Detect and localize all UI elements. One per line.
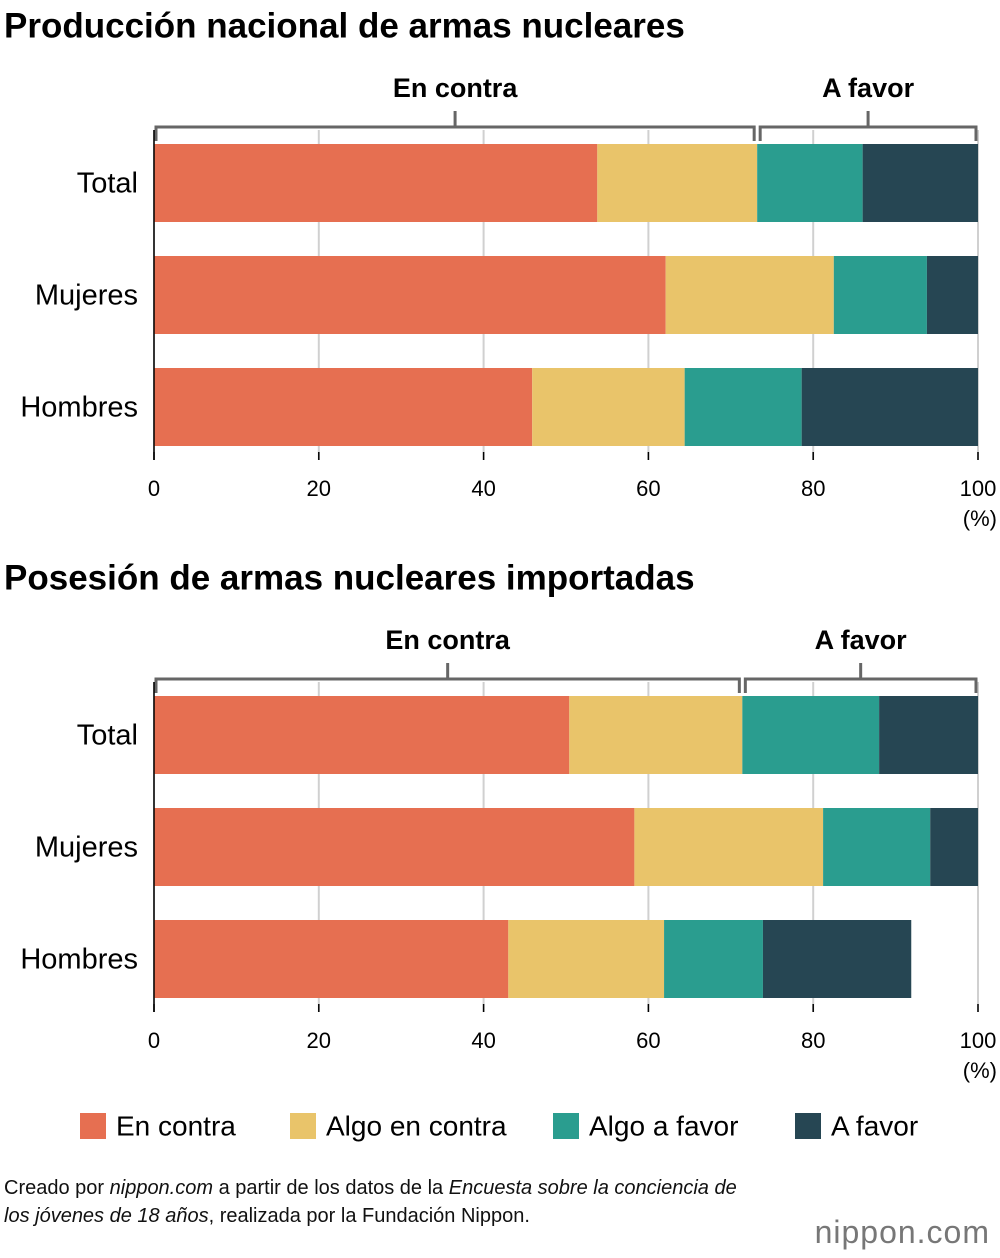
bar-segment [569,696,743,774]
group-label: A favor [815,625,908,655]
bar-segment [665,256,834,334]
bar-segment [154,920,509,998]
x-tick-label: 40 [471,476,495,501]
y-tick-label: Total [77,720,138,752]
x-unit: (%) [963,1058,997,1083]
bracket [154,111,756,141]
footer-text: nippon.com [109,1177,214,1199]
footer: Creado por nippon.com a partir de los da… [4,1174,744,1230]
y-tick-label: Hombres [20,392,138,424]
y-tick-label: Mujeres [35,280,138,312]
chart-title: Producción nacional de armas nucleares [4,6,685,45]
bar-segment [597,144,758,222]
y-tick-label: Total [77,168,138,200]
bar-segment [154,256,666,334]
footer-text: Creado por [4,1177,110,1199]
bar-segment [532,368,685,446]
legend-swatch [553,1113,579,1139]
bracket [154,663,741,693]
footer-text: Encuesta sobre la conciencia de los jóve… [4,1177,737,1227]
bar-segment [154,368,533,446]
legend-label: Algo a favor [589,1110,738,1141]
bar-segment [684,368,802,446]
bar-segment [879,696,978,774]
bar-segment [508,920,665,998]
footer-text: a partir de los datos de la [213,1177,449,1199]
bar-segment [154,144,598,222]
bar-segment [801,368,978,446]
group-label: En contra [385,625,511,655]
legend-label: A favor [831,1110,918,1141]
legend-label: En contra [116,1110,236,1141]
group-label: En contra [393,73,519,103]
footer-text: , realizada por la Fundación Nippon. [208,1205,530,1227]
x-tick-label: 20 [307,476,331,501]
bar-segment [154,696,570,774]
bracket [758,111,978,141]
bar-segment [664,920,763,998]
x-tick-label: 20 [307,1028,331,1053]
bar-segment [634,808,824,886]
x-tick-label: 100 [960,1028,997,1053]
x-tick-label: 100 [960,476,997,501]
x-unit: (%) [963,506,997,531]
y-tick-label: Mujeres [35,832,138,864]
bar-segment [757,144,863,222]
legend-swatch [80,1113,106,1139]
x-tick-label: 80 [801,476,825,501]
bar-segment [154,808,635,886]
y-tick-label: Hombres [20,944,138,976]
bar-segment [833,256,927,334]
x-tick-label: 40 [471,1028,495,1053]
legend-label: Algo en contra [326,1110,507,1141]
logo: nippon.com [814,1214,990,1250]
x-tick-label: 60 [636,476,660,501]
legend-swatch [290,1113,316,1139]
group-label: A favor [822,73,915,103]
bar-segment [862,144,978,222]
bar-segment [762,920,912,998]
chart-title: Posesión de armas nucleares importadas [4,558,695,597]
bar-segment [930,808,978,886]
bar-segment [823,808,931,886]
x-tick-label: 0 [148,1028,160,1053]
bar-segment [926,256,978,334]
legend-swatch [795,1113,821,1139]
x-tick-label: 80 [801,1028,825,1053]
x-tick-label: 0 [148,476,160,501]
bar-segment [742,696,880,774]
x-tick-label: 60 [636,1028,660,1053]
bracket [743,663,978,693]
